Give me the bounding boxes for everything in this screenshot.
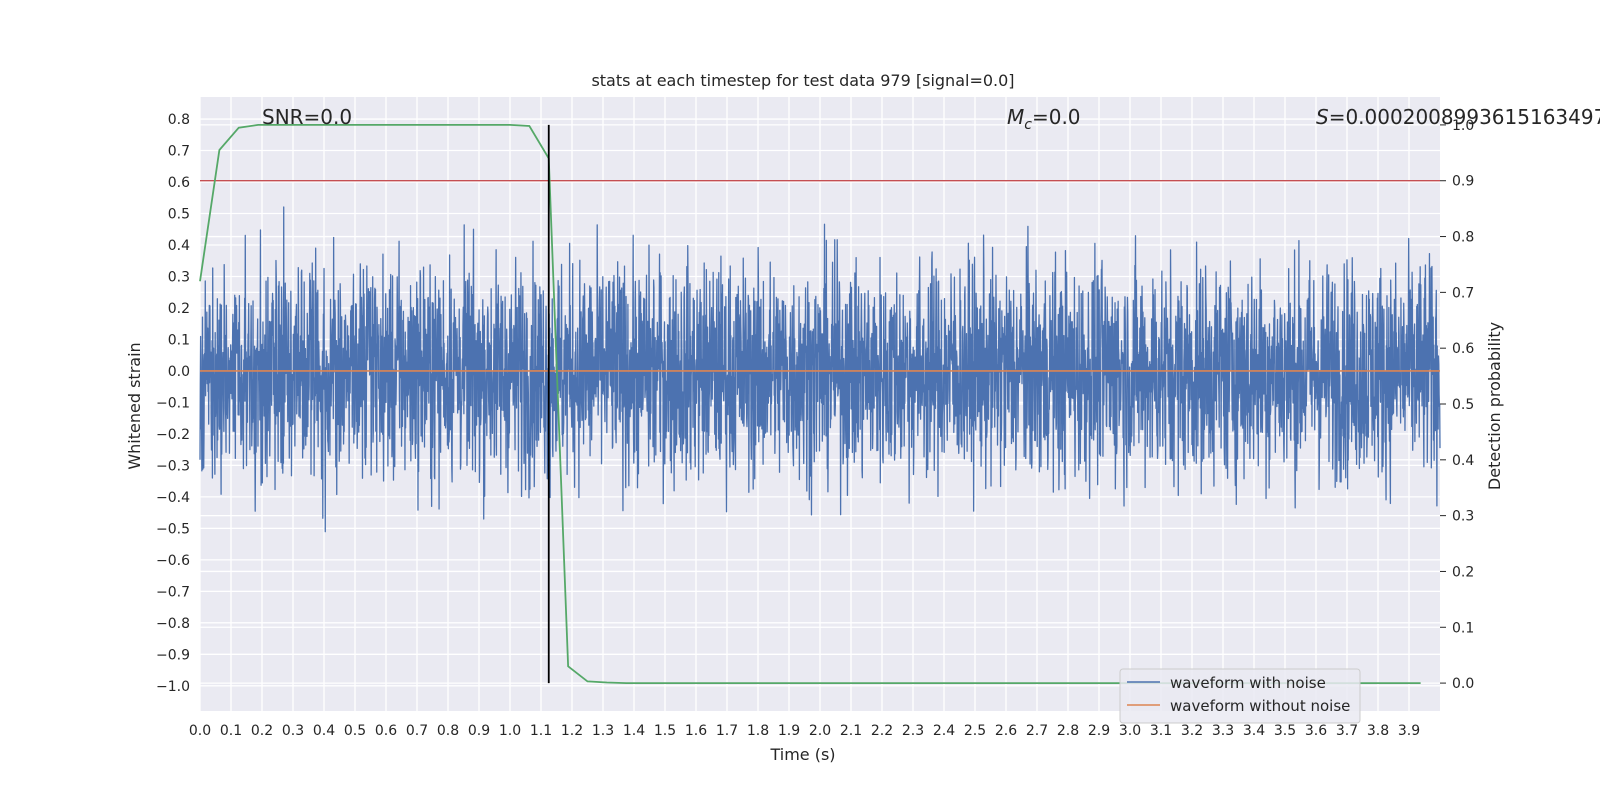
x-tick-label: 1.6 <box>685 723 707 739</box>
y-left-tick-label: −0.7 <box>156 584 190 600</box>
y-left-tick-label: 0.8 <box>168 112 190 128</box>
x-tick-label: 3.2 <box>1181 723 1203 739</box>
y-axis-left-ticks: −1.0 −0.9 −0.8 −0.7 −0.6 −0.5 −0.4 −0.3 −0.2 −0.1… <box>156 112 190 695</box>
x-tick-label: 0.7 <box>406 723 428 739</box>
y-right-tick-label: 0.8 <box>1452 230 1474 246</box>
y-right-tick-label: 0.3 <box>1452 509 1474 525</box>
x-tick-label: 2.2 <box>871 723 893 739</box>
y-left-tick-label: 0.0 <box>168 364 190 380</box>
mc-symbol: M <box>1007 105 1024 129</box>
y-axis-right-label: Detection probability <box>1485 322 1504 490</box>
series-waveform-with-noise <box>199 206 1441 533</box>
x-tick-label: 3.8 <box>1367 723 1389 739</box>
y-left-tick-label: −0.9 <box>156 647 190 663</box>
x-tick-label: 0.2 <box>251 723 273 739</box>
y-left-tick-label: 0.5 <box>168 207 190 223</box>
y-right-tick-label: 0.4 <box>1452 453 1474 469</box>
x-tick-label: 0.5 <box>344 723 366 739</box>
x-tick-label: 3.6 <box>1305 723 1327 739</box>
x-tick-label: 0.4 <box>313 723 335 739</box>
y-left-tick-label: −0.4 <box>156 490 190 506</box>
y-axis-left-label: Whitened strain <box>125 342 144 469</box>
legend-label-clean: waveform without noise <box>1170 697 1350 715</box>
y-left-tick-label: 0.3 <box>168 269 190 285</box>
x-tick-label: 0.8 <box>437 723 459 739</box>
x-tick-label: 3.5 <box>1274 723 1296 739</box>
y-right-tick-label: 0.7 <box>1452 285 1474 301</box>
x-tick-label: 2.3 <box>902 723 924 739</box>
y-right-tick-label: 0.6 <box>1452 341 1474 357</box>
x-tick-label: 1.5 <box>654 723 676 739</box>
y-right-tick-label: 0.0 <box>1452 676 1474 692</box>
x-tick-label: 0.1 <box>220 723 242 739</box>
x-tick-label: 2.7 <box>1026 723 1048 739</box>
mc-value: =0.0 <box>1032 105 1081 129</box>
x-axis-ticks: 0.0 0.1 0.2 0.3 0.4 0.5 0.6 0.7 0.8 0.9 1.0 1.1 1.2 1… <box>189 723 1420 739</box>
x-tick-label: 0.9 <box>468 723 490 739</box>
y-left-tick-label: −0.1 <box>156 395 190 411</box>
legend-box <box>1119 668 1361 724</box>
s-annotation: S=0.00020089936151634976 <box>1316 105 1600 129</box>
mc-annotation: Mc=0.0 <box>1007 105 1081 133</box>
y-left-tick-label: 0.1 <box>168 332 190 348</box>
y-right-tick-label: 0.5 <box>1452 397 1474 413</box>
y-left-tick-label: −1.0 <box>156 679 190 695</box>
mc-subscript: c <box>1024 117 1032 133</box>
y-axis-right-ticks: 0.0 0.1 0.2 0.3 0.4 0.5 0.6 0.7 0.8 0.9 1.0 <box>1440 118 1474 692</box>
x-tick-label: 3.9 <box>1398 723 1420 739</box>
x-tick-label: 2.4 <box>933 723 955 739</box>
y-right-tick-label: 0.9 <box>1452 174 1474 190</box>
x-tick-label: 2.8 <box>1057 723 1079 739</box>
x-tick-label: 0.0 <box>189 723 211 739</box>
x-tick-label: 1.4 <box>623 723 645 739</box>
x-tick-label: 3.4 <box>1243 723 1265 739</box>
y-left-tick-label: 0.4 <box>168 238 190 254</box>
y-left-tick-label: −0.3 <box>156 458 190 474</box>
x-tick-label: 2.5 <box>964 723 986 739</box>
x-axis-label: Time (s) <box>769 745 835 764</box>
y-left-tick-label: −0.2 <box>156 427 190 443</box>
legend-label-noise: waveform with noise <box>1170 674 1326 692</box>
s-value: =0.00020089936151634976 <box>1329 105 1600 129</box>
snr-annotation: SNR=0.0 <box>262 105 352 129</box>
y-left-tick-label: 0.2 <box>168 301 190 317</box>
x-tick-label: 3.0 <box>1119 723 1141 739</box>
y-left-tick-label: −0.5 <box>156 521 190 537</box>
x-tick-label: 1.8 <box>747 723 769 739</box>
y-right-tick-label: 1.0 <box>1452 118 1474 134</box>
x-tick-label: 1.0 <box>499 723 521 739</box>
x-tick-label: 1.9 <box>778 723 800 739</box>
legend: waveform with noise waveform without noi… <box>1119 668 1361 724</box>
x-tick-label: 1.2 <box>561 723 583 739</box>
y-left-tick-label: 0.7 <box>168 144 190 160</box>
noise-waveform-path <box>199 206 1441 533</box>
x-tick-label: 1.3 <box>592 723 614 739</box>
y-left-tick-label: 0.6 <box>168 175 190 191</box>
x-tick-label: 1.7 <box>716 723 738 739</box>
y-right-tick-label: 0.2 <box>1452 564 1474 580</box>
x-tick-label: 2.9 <box>1088 723 1110 739</box>
x-tick-label: 3.3 <box>1212 723 1234 739</box>
x-tick-label: 0.3 <box>282 723 304 739</box>
x-tick-label: 2.0 <box>809 723 831 739</box>
x-tick-label: 2.1 <box>840 723 862 739</box>
s-symbol: S <box>1316 105 1329 129</box>
x-tick-label: 3.7 <box>1336 723 1358 739</box>
y-left-tick-label: −0.8 <box>156 616 190 632</box>
y-right-tick-label: 0.1 <box>1452 620 1474 636</box>
x-tick-label: 1.1 <box>530 723 552 739</box>
x-tick-label: 3.1 <box>1150 723 1172 739</box>
x-tick-label: 0.6 <box>375 723 397 739</box>
y-left-tick-label: −0.6 <box>156 553 190 569</box>
x-tick-label: 2.6 <box>995 723 1017 739</box>
chart-title: stats at each timestep for test data 979… <box>591 71 1014 90</box>
